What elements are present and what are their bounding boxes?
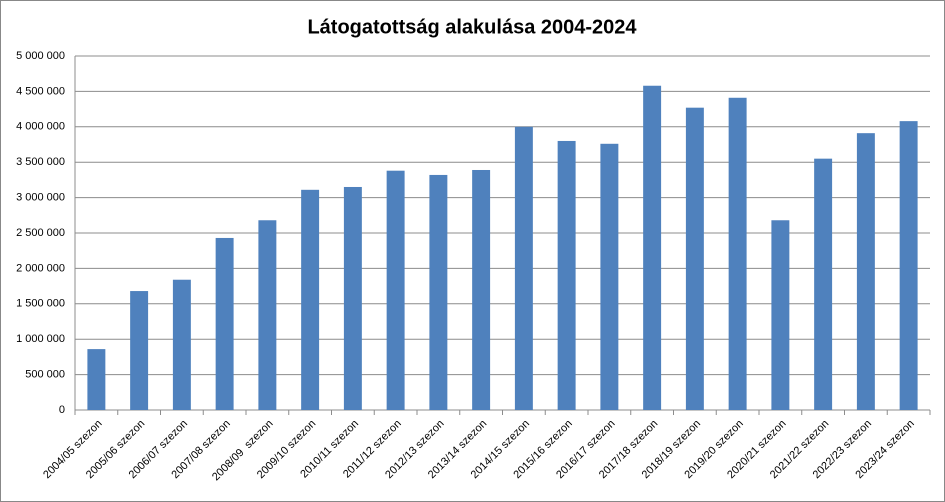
bar: [600, 143, 619, 411]
y-tick-label: 4 500 000: [16, 85, 65, 97]
bar: [856, 133, 875, 410]
bar: [899, 121, 918, 411]
bar: [685, 107, 704, 411]
y-tick-label: 1 000 000: [16, 333, 65, 345]
bar: [130, 291, 149, 410]
bar: [728, 97, 747, 410]
y-tick-label: 4 000 000: [16, 121, 65, 133]
bar: [215, 237, 234, 410]
chart-title: Látogatottság alakulása 2004-2024: [307, 16, 637, 38]
y-tick-label: 3 000 000: [16, 192, 65, 204]
bar: [472, 169, 491, 410]
bar: [258, 220, 277, 410]
bar: [814, 158, 833, 410]
y-tick-label: 5 000 000: [16, 50, 65, 62]
y-tick-label: 1 500 000: [16, 298, 65, 310]
y-tick-label: 500 000: [25, 369, 65, 381]
bar: [87, 349, 106, 410]
y-tick-label: 2 500 000: [16, 227, 65, 239]
y-tick-label: 0: [59, 404, 65, 416]
bar: [386, 170, 405, 410]
bar: [771, 220, 790, 410]
bar: [343, 186, 362, 410]
bar: [301, 189, 320, 410]
bar: [172, 279, 191, 410]
y-tick-label: 3 500 000: [16, 156, 65, 168]
y-tick-label: 2 000 000: [16, 262, 65, 274]
bar: [429, 174, 448, 410]
bar: [557, 140, 576, 410]
bar: [643, 85, 662, 411]
bar: [514, 126, 533, 411]
